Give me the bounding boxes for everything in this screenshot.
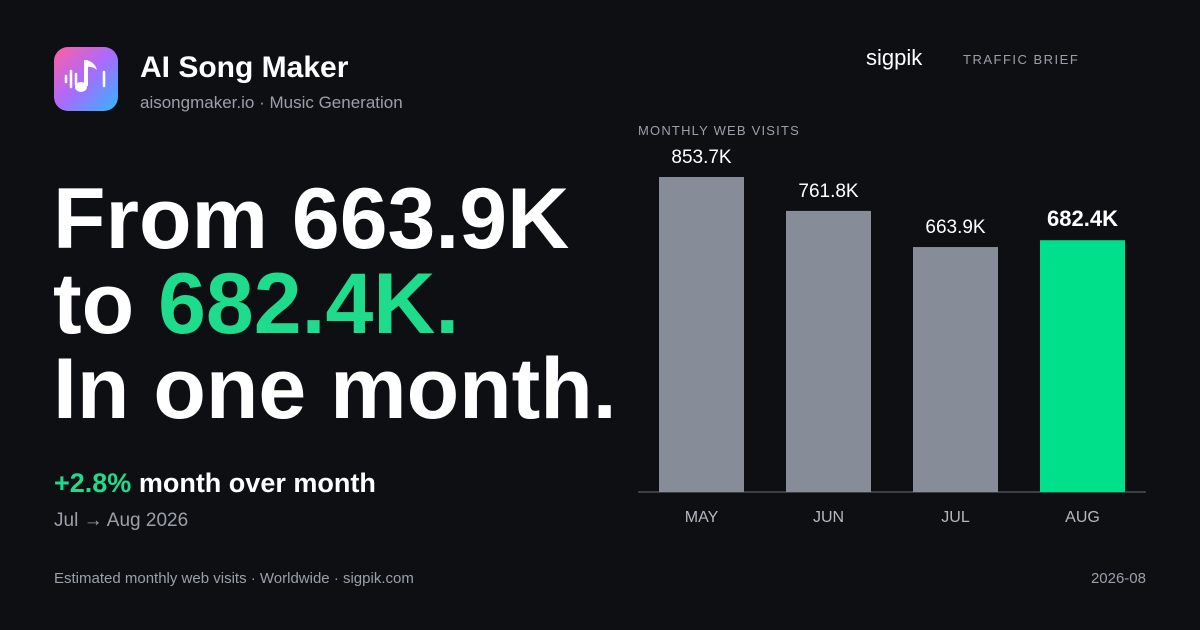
x-tick-label: MAY [685, 509, 719, 526]
section-label: TRAFFIC BRIEF [963, 52, 1079, 67]
bar [1040, 240, 1125, 492]
brand: sigpik [866, 45, 923, 70]
app-subtitle: aisongmaker.io · Music Generation [140, 93, 403, 112]
footer-date: 2026-08 [1091, 570, 1146, 587]
headline-line: to 682.4K. [53, 256, 459, 352]
headline-line: From 663.9K [53, 171, 569, 267]
change-text: month over month [139, 468, 376, 498]
bar [659, 177, 744, 492]
x-tick-label: JUL [941, 509, 970, 526]
x-tick-label: JUN [813, 509, 844, 526]
bar [786, 210, 871, 492]
footer-source: Estimated monthly web visits · Worldwide… [54, 570, 414, 587]
change-value: +2.8% [54, 468, 131, 498]
value-label: 682.4K [1047, 206, 1118, 231]
value-label: 761.8K [798, 181, 859, 202]
value-label: 853.7K [671, 147, 732, 168]
x-tick-label: AUG [1065, 509, 1100, 526]
change-line: +2.8% month over month [54, 468, 376, 498]
headline-highlight: 682.4K. [158, 256, 459, 352]
app-icon [54, 47, 118, 111]
chart-title: MONTHLY WEB VISITS [638, 123, 800, 138]
period: Jul → Aug 2026 [54, 510, 188, 531]
bar [913, 247, 998, 492]
app-name: AI Song Maker [140, 51, 349, 84]
headline-word: to [53, 256, 134, 352]
value-label: 663.9K [925, 217, 986, 238]
headline-line: In one month. [53, 341, 617, 437]
